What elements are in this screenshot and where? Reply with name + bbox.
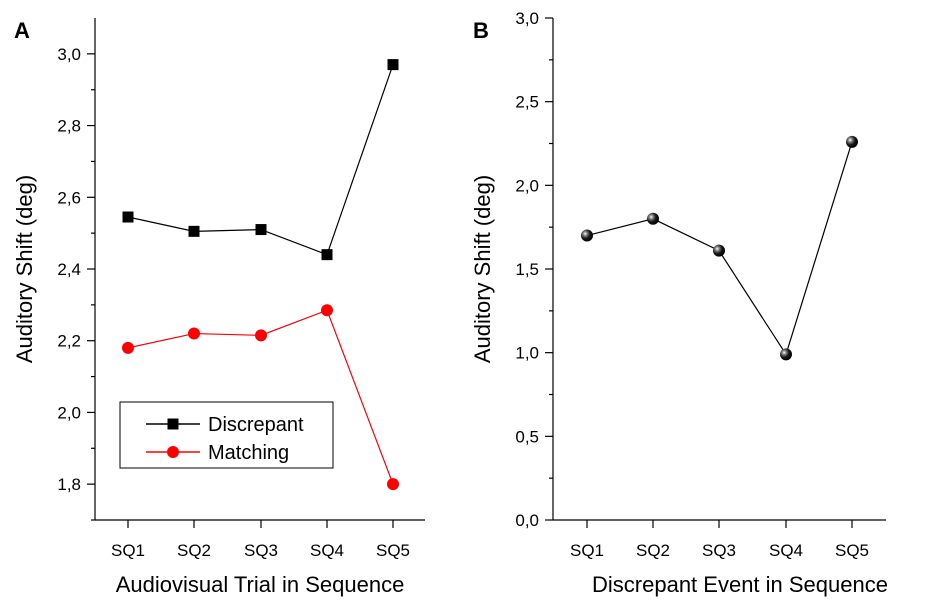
panel-a-y-tick-label: 3,0 — [57, 45, 81, 64]
panel-a-x-tick-label: SQ3 — [244, 541, 278, 560]
panel-b-x-tick-label: SQ4 — [769, 541, 803, 560]
panel-b: B 0,0 0,5 1,0 1,5 2,0 2,5 3,0 SQ1 SQ2 SQ3 SQ4 SQ5 Aud… — [470, 9, 888, 597]
legend-box — [119, 401, 334, 469]
panel-a-y-tick-label: 2,6 — [57, 188, 81, 207]
panel-b-y-tick-label: 0,0 — [515, 511, 539, 530]
panel-a-y-tick-label: 2,8 — [57, 117, 81, 136]
panel-a-series-discrepant-point — [321, 249, 333, 261]
panel-a-letter: A — [14, 18, 30, 43]
panel-b-letter: B — [473, 18, 489, 43]
panel-a-x-tick-label: SQ4 — [310, 541, 344, 560]
panel-b-y-tick-label: 1,0 — [515, 344, 539, 363]
panel-a-series-discrepant-point — [387, 59, 399, 71]
panel-b-y-tick-label: 2,0 — [515, 176, 539, 195]
panel-a-x-axis-title: Audiovisual Trial in Sequence — [116, 572, 405, 597]
panel-b-x-tick-label: SQ2 — [636, 541, 670, 560]
panel-a-series-matching-point — [122, 341, 134, 354]
panel-a-y-tick-label: 2,2 — [57, 332, 81, 351]
panel-a-series-matching-point — [387, 478, 399, 491]
panel-b-series-0-point — [713, 244, 725, 257]
panel-b-y-tick-label: 0,5 — [515, 427, 539, 446]
panel-b-x-tick-label: SQ5 — [835, 541, 869, 560]
panel-a-series-discrepant-point — [255, 224, 267, 236]
panel-b-series-0-point — [780, 348, 792, 361]
panel-a-series-matching-point — [255, 329, 267, 342]
panel-a-series-matching-point — [321, 304, 333, 317]
panel-a-series-discrepant-point — [188, 225, 200, 237]
panel-a-x-tick-label: SQ2 — [177, 541, 211, 560]
panel-b-series-0-point — [647, 212, 659, 225]
panel-a-y-axis-title: Auditory Shift (deg) — [12, 175, 37, 363]
panel-b-x-axis-title: Discrepant Event in Sequence — [592, 572, 888, 597]
panel-b-x-tick-label: SQ3 — [702, 541, 736, 560]
panel-a-y-tick-label: 1,8 — [57, 475, 81, 494]
panel-a: A 1,8 2,0 2,2 2,4 2,6 2,8 3,0 SQ1 SQ2 SQ3 SQ4 SQ5 Aud… — [12, 18, 425, 597]
panel-a-x-tick-label: SQ5 — [376, 541, 410, 560]
panel-b-x-tick-label: SQ1 — [570, 541, 604, 560]
legend-label-discrepant: Discrepant — [208, 414, 304, 436]
legend-marker-discrepant — [167, 418, 179, 430]
panel-a-x-tick-label: SQ1 — [111, 541, 145, 560]
panel-b-series-0-point — [581, 229, 593, 242]
panel-a-y-tick-label: 2,0 — [57, 403, 81, 422]
panel-a-series-discrepant-point — [122, 211, 134, 223]
legend-label-matching: Matching — [208, 442, 289, 464]
panel-a-y-tick-label: 2,4 — [57, 260, 81, 279]
panel-b-y-tick-label: 1,5 — [515, 260, 539, 279]
panel-b-y-tick-label: 2,5 — [515, 93, 539, 112]
panel-b-series-0-point — [846, 135, 858, 148]
panel-b-y-tick-label: 3,0 — [515, 9, 539, 28]
panel-a-legend: Discrepant Matching — [119, 401, 334, 469]
legend-marker-matching — [167, 446, 179, 458]
panel-b-y-axis-title: Auditory Shift (deg) — [470, 175, 495, 363]
panel-a-series-matching-point — [188, 327, 200, 340]
